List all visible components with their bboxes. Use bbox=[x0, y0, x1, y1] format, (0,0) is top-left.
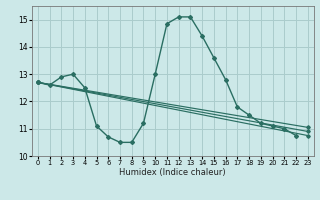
X-axis label: Humidex (Indice chaleur): Humidex (Indice chaleur) bbox=[119, 168, 226, 177]
